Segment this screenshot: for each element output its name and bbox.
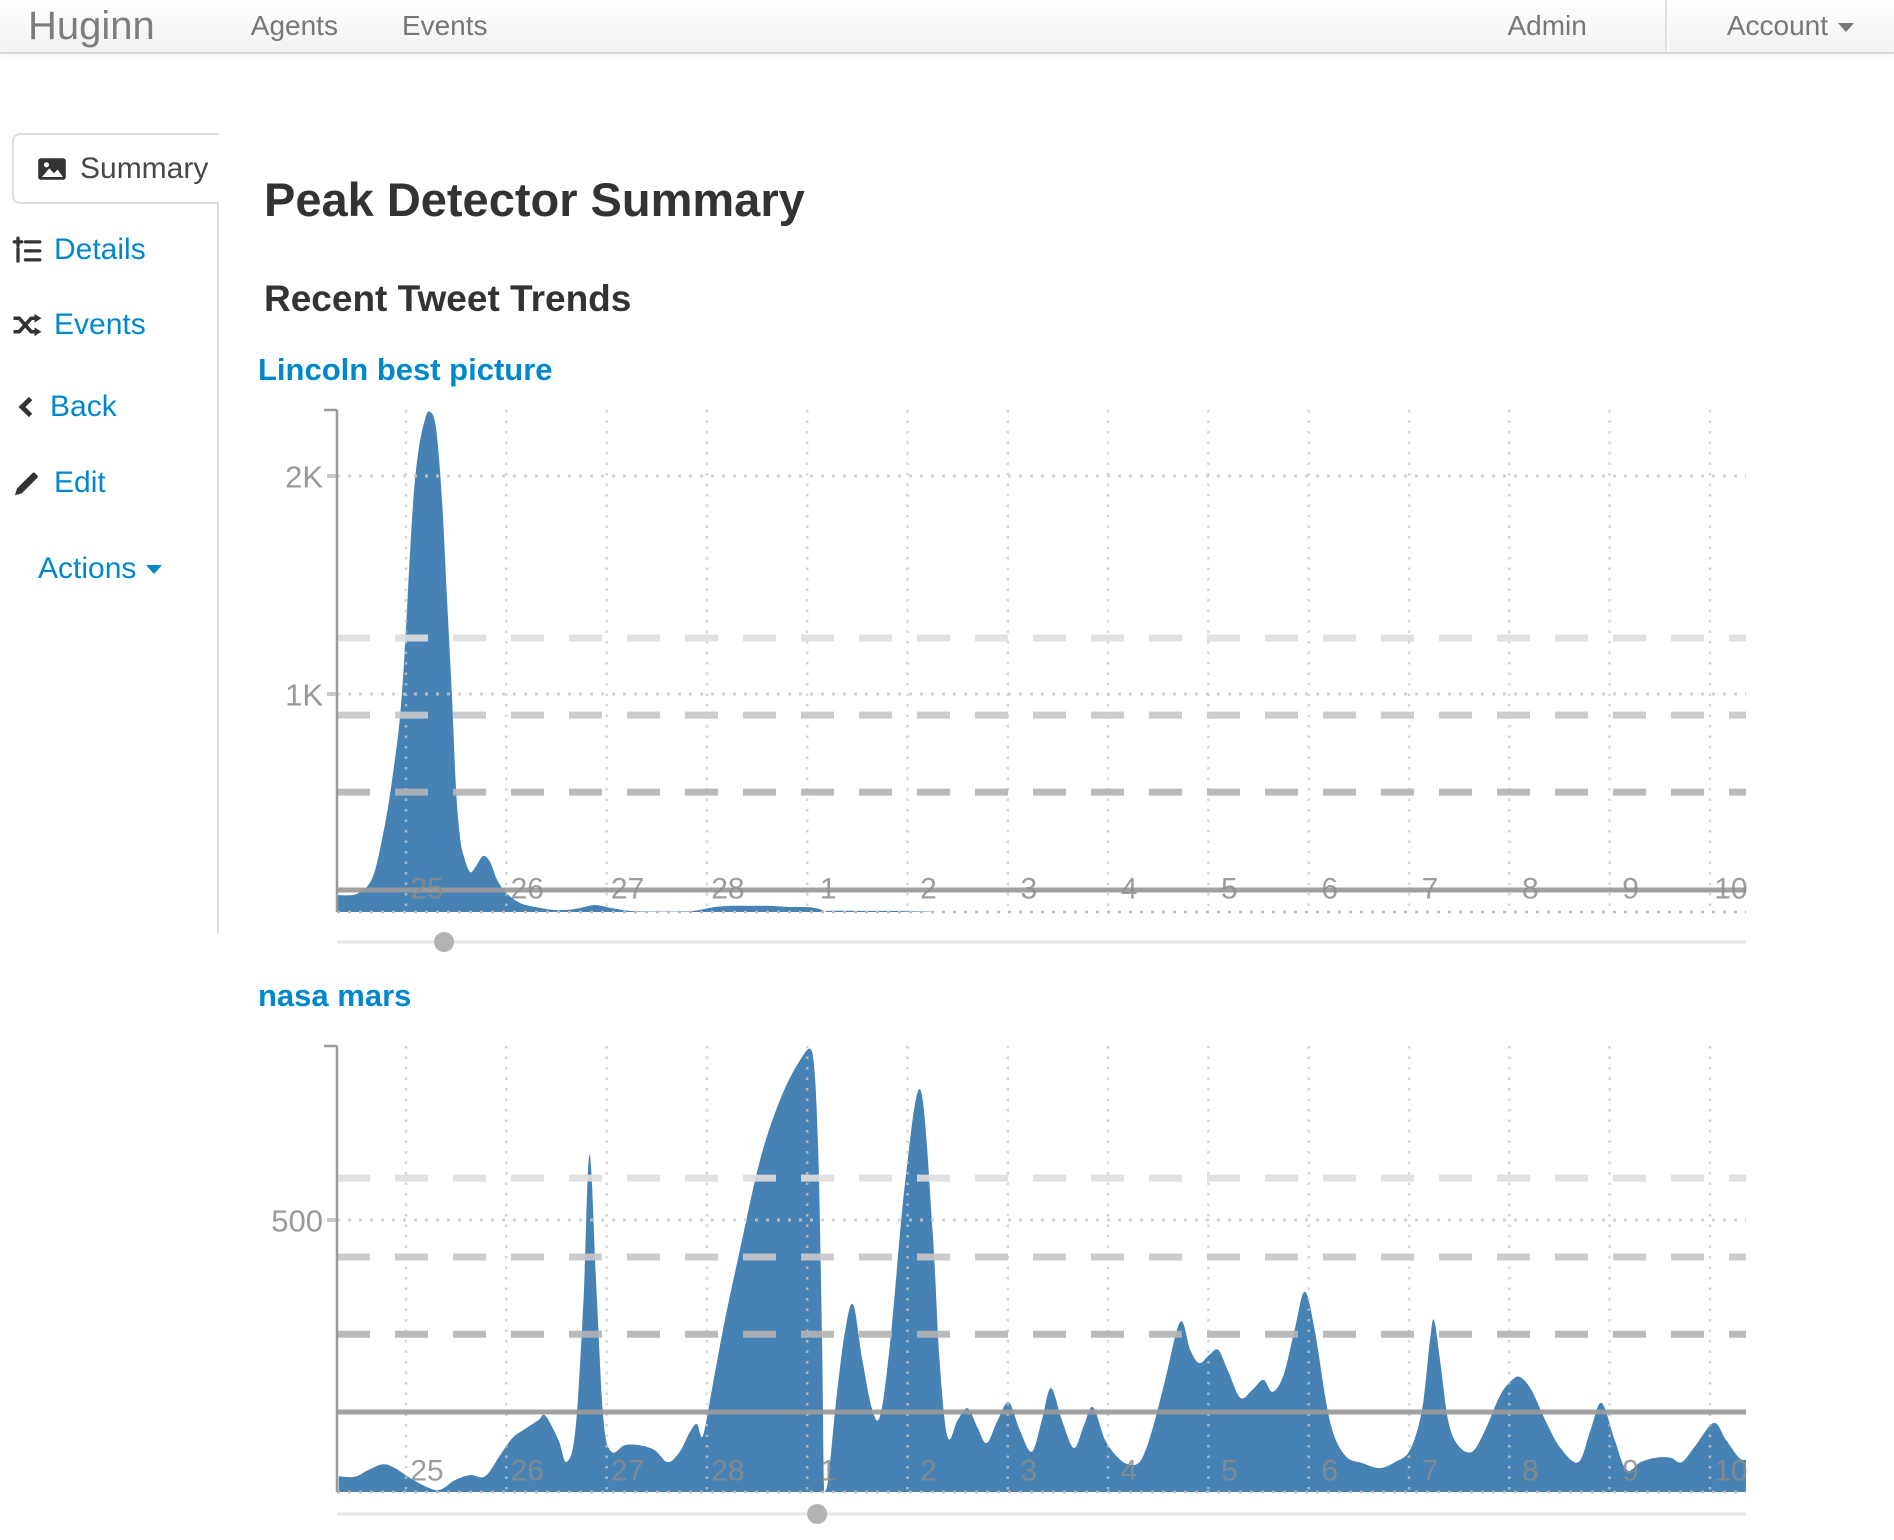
chart-title-lincoln-best-picture[interactable]: Lincoln best picture — [258, 352, 553, 387]
area-series — [336, 411, 1746, 912]
x-axis-label: 2 — [920, 873, 937, 906]
caret-down-icon — [1838, 23, 1854, 33]
x-axis-label: 26 — [511, 873, 544, 906]
x-axis-label: 2 — [920, 1455, 937, 1488]
x-axis-label: 26 — [511, 1455, 544, 1488]
y-axis-label: 500 — [271, 1204, 323, 1239]
x-axis-label: 25 — [410, 1455, 443, 1488]
nav-link-admin[interactable]: Admin — [1507, 10, 1587, 41]
sidebar-item-label: Details — [54, 233, 146, 266]
sidebar-item-edit[interactable]: Edit — [12, 463, 212, 503]
sidebar-item-label: Edit — [54, 466, 106, 499]
x-axis-label: 8 — [1522, 873, 1539, 906]
actions-menu-label: Actions — [38, 552, 137, 585]
y-axis-label: 2K — [285, 460, 323, 495]
x-axis-label: 9 — [1622, 873, 1639, 906]
section-title: Recent Tweet Trends — [264, 278, 632, 319]
x-axis-label: 27 — [611, 873, 644, 906]
pencil-icon — [12, 468, 42, 498]
x-axis-label: 3 — [1020, 873, 1037, 906]
x-axis-label: 27 — [611, 1455, 644, 1488]
sidebar-item-label: Back — [50, 390, 117, 423]
sidebar-actions-menu[interactable]: Actions — [38, 549, 238, 589]
chart-title-nasa-mars[interactable]: nasa mars — [258, 978, 412, 1013]
details-tree-icon — [12, 235, 42, 265]
x-axis-label: 28 — [711, 1455, 744, 1488]
x-axis-label: 1 — [820, 873, 837, 906]
navbar-divider — [1664, 0, 1669, 52]
peak-position-handle[interactable] — [434, 932, 455, 952]
x-axis-label: 7 — [1422, 873, 1439, 906]
x-axis-label: 8 — [1522, 1455, 1539, 1488]
top-navbar: Huginn Agents Events Admin Account — [0, 0, 1894, 54]
x-axis-label: 25 — [410, 873, 443, 906]
sidebar-item-details[interactable]: Details — [12, 230, 212, 270]
x-axis-label: 5 — [1221, 1455, 1238, 1488]
account-menu[interactable]: Account — [1695, 0, 1894, 52]
x-axis-label: 28 — [711, 873, 744, 906]
x-axis-label: 6 — [1321, 1455, 1338, 1488]
nav-link-agents[interactable]: Agents — [250, 10, 338, 41]
nav-link-events[interactable]: Events — [401, 10, 488, 41]
image-icon — [36, 154, 68, 184]
x-axis-label: 3 — [1020, 1455, 1037, 1488]
sidebar-item-back[interactable]: Back — [12, 387, 212, 427]
x-axis-label: 1 — [820, 1455, 837, 1488]
peak-position-handle[interactable] — [807, 1504, 828, 1524]
sidebar-item-label: Summary — [80, 151, 209, 185]
x-axis-label: 9 — [1622, 1455, 1639, 1488]
tweet-trend-chart-lincoln-best-picture: 25 26 27 28 1 2 3 4 5 6 7 8 9 10 2K 1K — [285, 408, 1748, 952]
navbar-right: Admin Account — [1475, 0, 1894, 52]
x-axis-label: 4 — [1121, 1455, 1138, 1488]
x-axis-label: 10 — [1714, 873, 1747, 906]
sidebar-item-events[interactable]: Events — [12, 305, 212, 345]
brand-huginn[interactable]: Huginn — [28, 4, 155, 48]
shuffle-icon — [12, 310, 42, 340]
x-axis-label: 4 — [1121, 873, 1138, 906]
tweet-trend-chart-nasa-mars: 25 26 27 28 1 2 3 4 5 6 7 8 9 10 500 — [271, 1044, 1748, 1524]
x-axis-label: 7 — [1422, 1455, 1439, 1488]
x-axis-label: 10 — [1714, 1455, 1747, 1488]
chevron-left-icon — [12, 392, 38, 422]
account-menu-label: Account — [1726, 10, 1828, 41]
caret-down-icon — [146, 564, 163, 574]
sidebar-item-label: Events — [54, 308, 146, 341]
page-title: Peak Detector Summary — [264, 173, 805, 226]
y-axis-label: 1K — [285, 678, 323, 713]
x-axis-label: 5 — [1221, 873, 1238, 906]
area-series — [338, 1048, 1746, 1492]
sidebar-divider — [217, 133, 219, 933]
sidebar-item-summary[interactable]: Summary — [12, 133, 219, 204]
x-axis-label: 6 — [1321, 873, 1338, 906]
